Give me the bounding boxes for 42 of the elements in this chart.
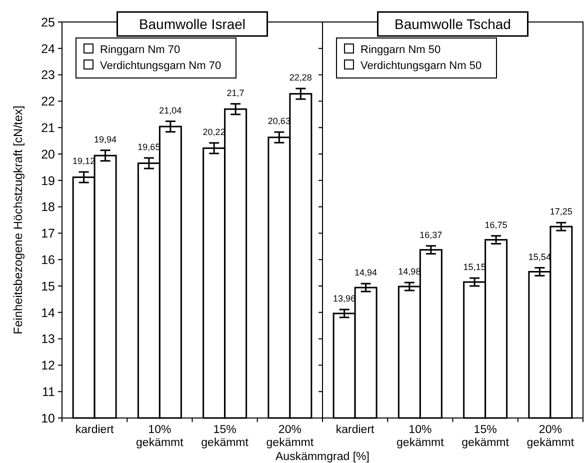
data-label: 19,12 xyxy=(72,156,96,166)
y-tick-label: 17 xyxy=(41,226,56,241)
y-tick-label: 23 xyxy=(41,68,56,82)
y-tick-label: 16 xyxy=(41,252,56,267)
x-tick-label: 20% gekämmt xyxy=(266,424,314,449)
x-tick-label: 15% gekämmt xyxy=(462,424,510,449)
y-tick-label: 14 xyxy=(41,306,56,320)
x-tick-label: 10% gekämmt xyxy=(136,424,184,449)
y-tick-label: 13 xyxy=(41,332,56,346)
chart-title: Baumwolle Tschad xyxy=(394,16,511,32)
data-label: 19,94 xyxy=(94,134,117,144)
y-tick-label: 20 xyxy=(41,147,56,162)
y-tick-label: 19 xyxy=(41,174,56,188)
data-label: 13,96 xyxy=(333,293,356,304)
y-tick-label: 11 xyxy=(42,384,56,399)
x-tick-label: kardiert xyxy=(336,424,376,436)
legend-label: Ringgarn Nm 50 xyxy=(360,44,441,56)
x-tick-label: 10% gekämmt xyxy=(396,424,445,449)
data-label: 17,25 xyxy=(550,206,572,217)
chart-title: Baumwolle Israel xyxy=(138,16,246,32)
y-tick-label: 10 xyxy=(41,411,56,426)
y-tick-label: 15 xyxy=(41,279,56,294)
data-label: 22,28 xyxy=(289,72,312,83)
data-label: 14,94 xyxy=(354,268,378,278)
y-tick-label: 22 xyxy=(41,94,56,109)
y-axis-title: Feinheitsbezogene Höchstzugkraft [cN/tex] xyxy=(11,106,25,334)
data-label: 16,75 xyxy=(484,220,508,230)
x-tick-label: kardiert xyxy=(75,424,115,436)
y-tick-label: 18 xyxy=(41,200,56,214)
legend-label: Verdichtungsgarn Nm 70 xyxy=(100,60,222,72)
x-tick-label: 20% gekämmt xyxy=(526,424,575,449)
x-tick-label: 15% gekämmt xyxy=(201,424,250,449)
y-tick-label: 24 xyxy=(41,42,56,56)
data-label: 21,7 xyxy=(226,88,244,98)
y-tick-label: 21 xyxy=(41,120,56,135)
y-tick-label: 12 xyxy=(41,358,56,373)
data-label: 16,37 xyxy=(420,230,442,240)
x-axis-title: Auskämmgrad [%] xyxy=(276,451,370,463)
data-label: 21,04 xyxy=(159,105,182,116)
legend-label: Ringgarn Nm 70 xyxy=(100,44,180,56)
y-tick-label: 25 xyxy=(41,15,56,30)
legend-label: Verdichtungsgarn Nm 50 xyxy=(360,60,482,72)
